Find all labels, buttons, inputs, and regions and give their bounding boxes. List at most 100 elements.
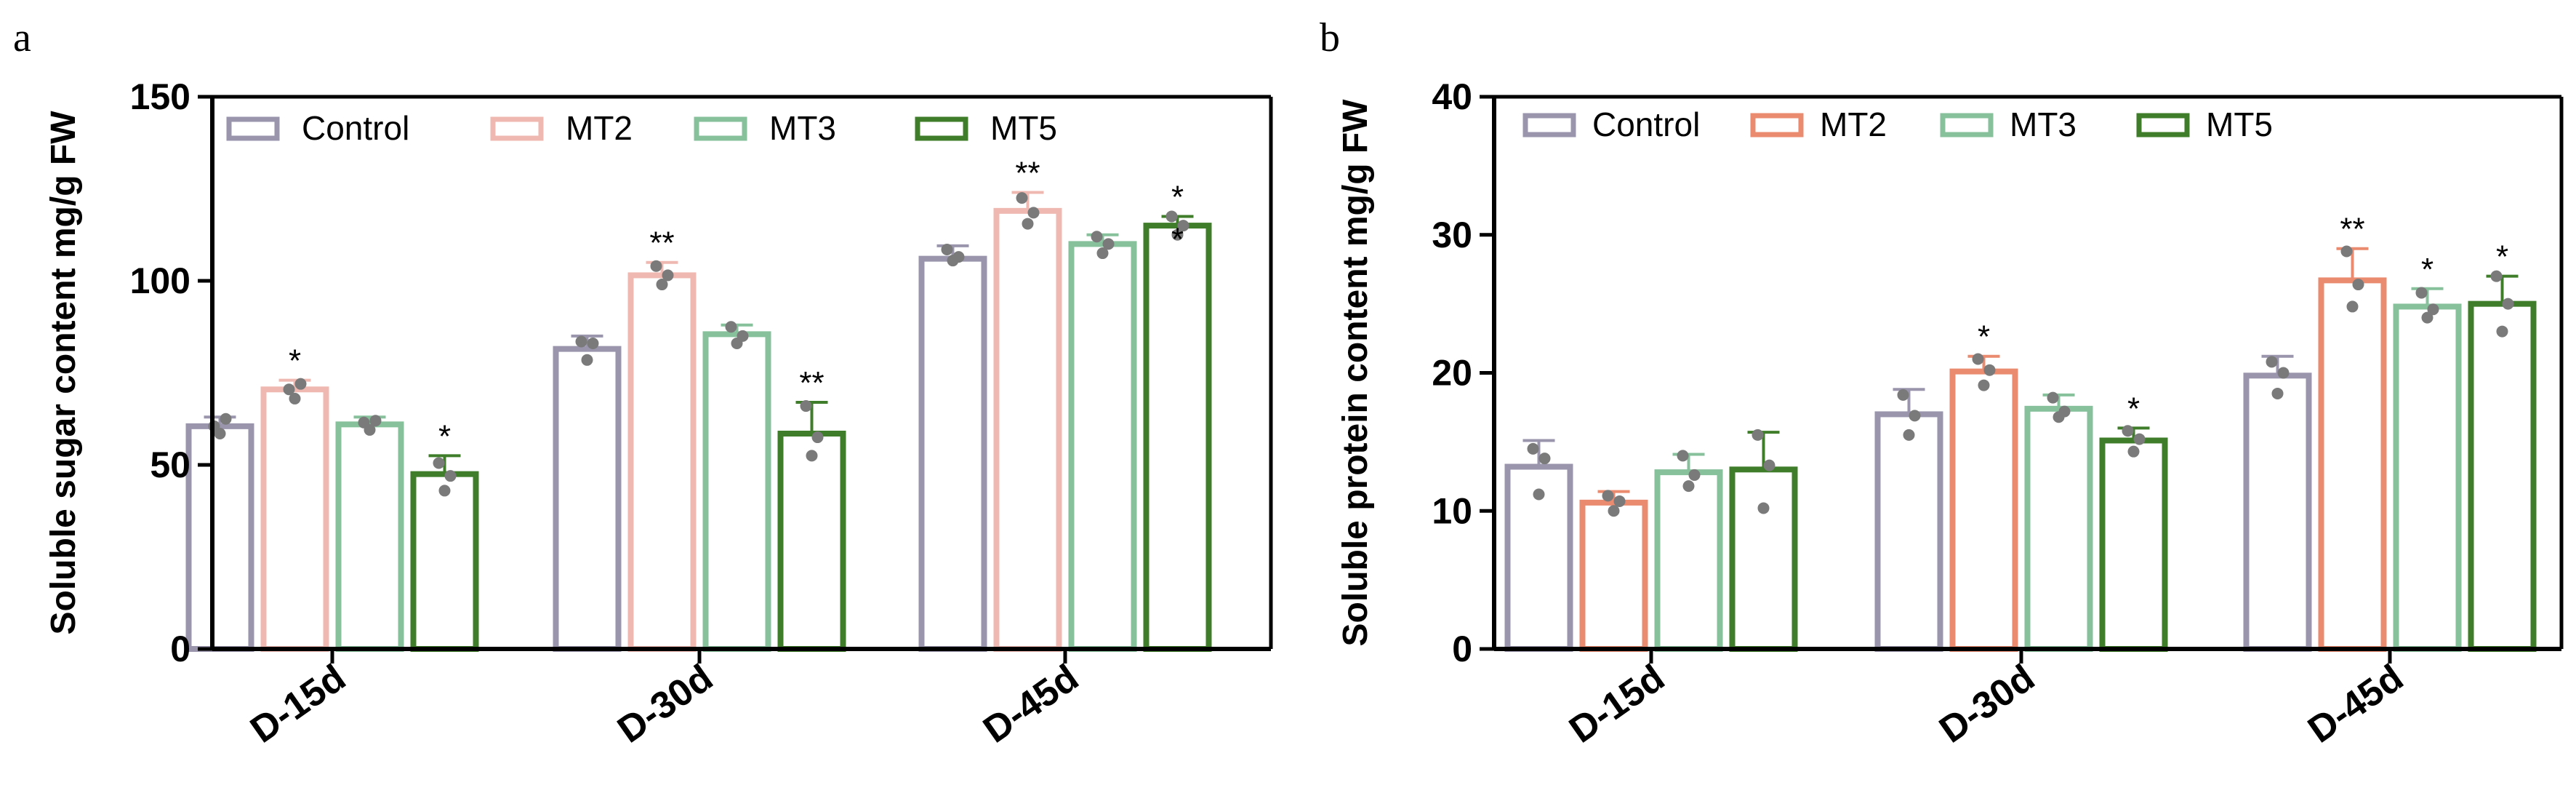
data-point (1757, 502, 1770, 514)
y-tick-label: 10 (1432, 490, 1472, 531)
y-tick-label: 100 (130, 260, 190, 301)
bar-mt3-d-15d (1654, 469, 1723, 652)
data-point (1688, 469, 1701, 481)
legend-swatch-control (1522, 113, 1576, 138)
data-point (952, 251, 965, 263)
data-point (2127, 445, 2140, 458)
significance-marker: ** (799, 365, 824, 401)
data-point (1613, 495, 1626, 507)
bar-mt3-d-45d (1068, 241, 1137, 652)
data-point (1909, 410, 1921, 422)
significance-marker: * (2421, 252, 2433, 287)
y-axis-label: Soluble protein content mg/g FW (1336, 99, 1375, 647)
legend-label-mt2: MT2 (566, 109, 633, 147)
legend-label-mt3: MT3 (2010, 105, 2077, 143)
legend-label-mt2: MT2 (1820, 105, 1887, 143)
data-point (2058, 405, 2071, 418)
data-point (364, 423, 376, 436)
data-point (2490, 270, 2503, 282)
data-point (1972, 353, 1984, 365)
data-point (800, 400, 812, 413)
y-tick-label: 0 (1452, 629, 1472, 669)
y-tick-label: 20 (1432, 353, 1472, 394)
data-point (575, 335, 587, 348)
legend-swatch-mt5 (2136, 113, 2190, 138)
data-point (2421, 311, 2433, 324)
data-point (444, 470, 457, 482)
data-point (220, 413, 232, 425)
data-point (1022, 218, 1034, 230)
data-point (1682, 480, 1695, 493)
data-point (581, 354, 593, 366)
significance-marker: * (2496, 239, 2508, 275)
data-point (214, 427, 226, 439)
significance-marker: * (1978, 319, 1990, 355)
bar-mt5-d-45d (2468, 300, 2537, 652)
data-point (1763, 459, 1775, 471)
data-point (2340, 245, 2353, 258)
legend-swatch-mt2 (490, 116, 544, 141)
data-point (1102, 238, 1115, 250)
y-tick-label: 150 (130, 76, 190, 117)
panel-label: a (13, 15, 31, 60)
data-point (662, 269, 674, 282)
data-point (1091, 231, 1103, 243)
data-point (1677, 450, 1689, 462)
data-point (2271, 387, 2284, 399)
bar-mt2-d-15d (260, 386, 329, 653)
data-point (941, 243, 953, 255)
data-point (2266, 356, 2278, 368)
data-point (433, 457, 445, 469)
data-point (283, 383, 295, 396)
data-point (2047, 391, 2059, 404)
bar-mt2-d-45d (993, 207, 1062, 652)
data-point (2496, 325, 2508, 338)
bar-control-d-30d (1874, 411, 1943, 652)
x-tick-label: D-15d (1562, 656, 1672, 751)
data-point (1171, 228, 1184, 241)
data-point (1527, 442, 1539, 455)
data-point (1177, 220, 1189, 232)
legend-swatch-mt2 (1750, 113, 1804, 138)
data-point (1538, 453, 1551, 465)
data-point (2277, 367, 2290, 379)
significance-marker: * (289, 343, 301, 379)
x-tick-label: D-45d (2300, 656, 2411, 751)
data-point (1983, 364, 1996, 376)
bar-control-d-30d (553, 346, 622, 652)
y-axis-label: Soluble sugar content mg/g FW (44, 111, 83, 635)
y-tick-label: 50 (150, 445, 190, 485)
data-point (2133, 433, 2146, 445)
significance-marker: ** (649, 226, 674, 261)
bar-mt2-d-30d (1949, 368, 2018, 652)
legend-label-mt5: MT5 (2206, 105, 2273, 143)
bar-control-d-45d (2243, 372, 2312, 652)
data-point (656, 279, 668, 291)
significance-marker-lower: * (1171, 221, 1184, 257)
legend-label-control: Control (1592, 105, 1700, 143)
legend-label-control: Control (302, 109, 409, 147)
legend-label-mt3: MT3 (769, 109, 836, 147)
bar-mt5-d-15d (410, 471, 479, 653)
data-point (1608, 505, 1620, 517)
legend-swatch-control (226, 116, 280, 141)
data-point (1978, 379, 1990, 391)
x-tick-label: D-30d (610, 656, 721, 751)
bar-mt3-d-45d (2393, 303, 2462, 652)
y-tick-label: 0 (170, 629, 190, 669)
data-point (587, 338, 599, 350)
data-point (725, 321, 737, 333)
bar-mt3-d-30d (702, 331, 771, 652)
bar-mt5-d-30d (777, 430, 846, 652)
significance-marker: ** (1015, 156, 1040, 191)
data-point (1016, 192, 1028, 204)
data-point (1897, 388, 1909, 401)
data-point (2427, 303, 2439, 316)
data-point (1752, 429, 1764, 441)
significance-marker: * (1171, 179, 1184, 215)
y-tick-label: 40 (1432, 76, 1472, 117)
legend-swatch-mt3 (1940, 113, 1994, 138)
